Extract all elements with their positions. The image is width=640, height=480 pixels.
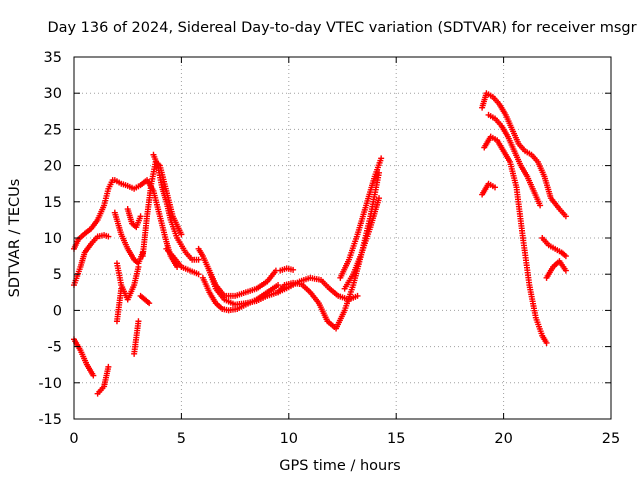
data-point — [562, 267, 569, 274]
grid-lines — [74, 57, 611, 419]
x-tick-label: 10 — [280, 431, 298, 447]
x-tick-label: 0 — [69, 431, 78, 447]
data-point — [195, 256, 202, 263]
data-point — [492, 184, 499, 191]
y-tick-label: -15 — [38, 412, 62, 428]
y-tick-label: 35 — [44, 50, 62, 66]
series-arc-h — [113, 285, 125, 325]
data-point — [354, 292, 361, 299]
x-axis-label: GPS time / hours — [279, 458, 400, 474]
series-arc-j — [124, 206, 144, 231]
data-point — [178, 231, 185, 238]
series-arc-p — [199, 274, 282, 314]
data-point — [105, 363, 112, 370]
series-arc-c — [71, 336, 97, 379]
data-point — [290, 266, 297, 273]
series-arc-o — [195, 245, 361, 308]
series-arc-t — [337, 155, 385, 281]
chart-title: Day 136 of 2024, Sidereal Day-to-day VTE… — [47, 20, 636, 36]
data-point — [118, 285, 125, 292]
x-tick-label: 15 — [387, 431, 405, 447]
y-tick-label: 20 — [44, 159, 62, 175]
series-arc-d — [94, 363, 112, 397]
y-tick-label: -10 — [38, 376, 62, 392]
data-point — [135, 318, 142, 325]
series-arc-b — [71, 232, 112, 289]
series-arc-k — [137, 292, 153, 307]
y-tick-label: 5 — [53, 267, 62, 283]
data-point — [275, 282, 282, 289]
data-point — [135, 263, 142, 270]
y-tick-label: 15 — [44, 195, 62, 211]
y-tick-label: 25 — [44, 122, 62, 138]
series-arc-s — [275, 169, 383, 332]
data-point — [562, 253, 569, 260]
y-tick-label: 30 — [44, 86, 62, 102]
y-tick-label: -5 — [48, 340, 62, 356]
y-axis-label: SDTVAR / TECUs — [7, 179, 23, 298]
data-point — [137, 213, 144, 220]
data-point — [90, 372, 97, 379]
x-tick-label: 25 — [602, 431, 620, 447]
series-arc-i — [131, 318, 142, 357]
series-arc-aa — [543, 258, 569, 281]
series-arc-a — [71, 177, 116, 252]
series-arc-n — [163, 245, 202, 278]
data-point — [562, 213, 569, 220]
series-arc-z — [539, 235, 569, 260]
data-point — [146, 300, 153, 307]
series-arc-v — [479, 90, 569, 220]
data-point — [543, 339, 550, 346]
series-arc-m — [150, 151, 202, 263]
series-arc-l — [139, 158, 185, 260]
axis-ticks: 0 5 10 15 20 25 -15 -10 -5 0 5 10 15 20 25 30 35 — [38, 50, 620, 447]
y-tick-label: 10 — [44, 231, 62, 247]
x-tick-label: 5 — [177, 431, 186, 447]
data-point — [105, 233, 112, 240]
series-arc-y — [479, 180, 499, 198]
x-tick-label: 20 — [494, 431, 512, 447]
data-points — [71, 90, 569, 397]
data-point — [195, 271, 202, 278]
series-arc-w — [485, 111, 544, 209]
data-point — [378, 155, 385, 162]
series-arc-r — [277, 265, 297, 274]
series-arc-u — [341, 195, 383, 292]
y-tick-label: 0 — [53, 303, 62, 319]
series-arc-q — [206, 267, 279, 299]
series-arc-x — [481, 133, 550, 346]
data-point — [537, 202, 544, 209]
data-point — [376, 195, 383, 202]
